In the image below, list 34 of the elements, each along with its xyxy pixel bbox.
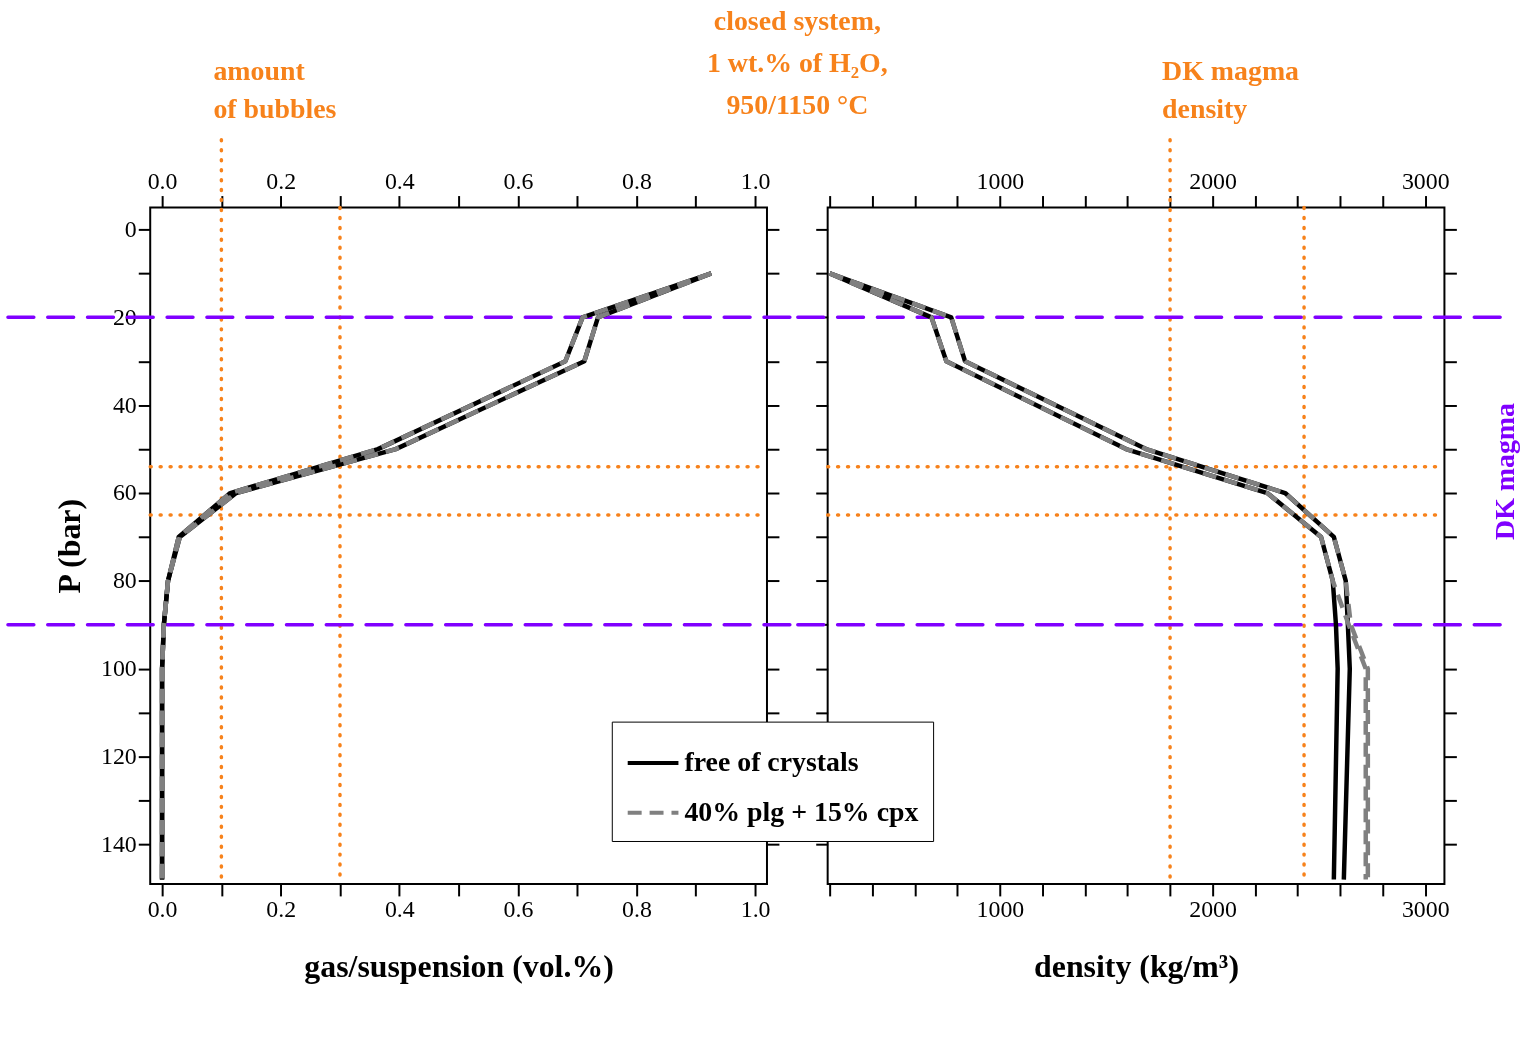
x-tick-label: 1000 (976, 896, 1025, 923)
x-tick-label: 3000 (1401, 896, 1450, 923)
legend-label: 40% plg + 15% cpx (684, 795, 919, 827)
x-tick-label: 1.0 (740, 896, 771, 923)
x2-tick-label: 2000 (1189, 168, 1238, 195)
y-tick-label: 60 (112, 479, 137, 506)
ref-line-label: DK magma density (1162, 55, 1300, 124)
x2-tick-label: 0.6 (503, 168, 534, 195)
x2-tick-label: 0.2 (266, 168, 297, 195)
x-tick-label: 0.8 (622, 896, 652, 923)
y-tick-label: 100 (100, 655, 137, 682)
x-axis-title: gas/suspension (vol.%) (304, 948, 614, 984)
y-tick-label: 40 (112, 391, 137, 418)
x2-tick-label: 0.0 (147, 168, 178, 195)
x-tick-label: 0.0 (147, 896, 178, 923)
x2-tick-label: 0.8 (622, 168, 652, 195)
ref-line-label: amount of bubbles (213, 55, 337, 124)
x-tick-label: 0.6 (503, 896, 534, 923)
x2-tick-label: 0.4 (384, 168, 415, 195)
text: closed system, 1 wt.% of H₂O, 950/1150 °C (706, 5, 888, 120)
y-tick-label: 0 (124, 215, 137, 242)
y-tick-label: 80 (112, 567, 137, 594)
x2-tick-label: 1000 (976, 168, 1025, 195)
legend-label: free of crystals (684, 745, 859, 777)
x-tick-label: 0.2 (266, 896, 297, 923)
ref-line-label: DK magma (1489, 403, 1521, 540)
y-axis-title: P (bar) (52, 498, 88, 594)
x-tick-label: 0.4 (384, 896, 415, 923)
x-axis-title: density (kg/m³) (1034, 948, 1240, 984)
x2-tick-label: 1.0 (740, 168, 771, 195)
x-tick-label: 2000 (1189, 896, 1238, 923)
y-tick-label: 140 (100, 830, 137, 857)
y-tick-label: 120 (100, 743, 137, 770)
x2-tick-label: 3000 (1401, 168, 1450, 195)
